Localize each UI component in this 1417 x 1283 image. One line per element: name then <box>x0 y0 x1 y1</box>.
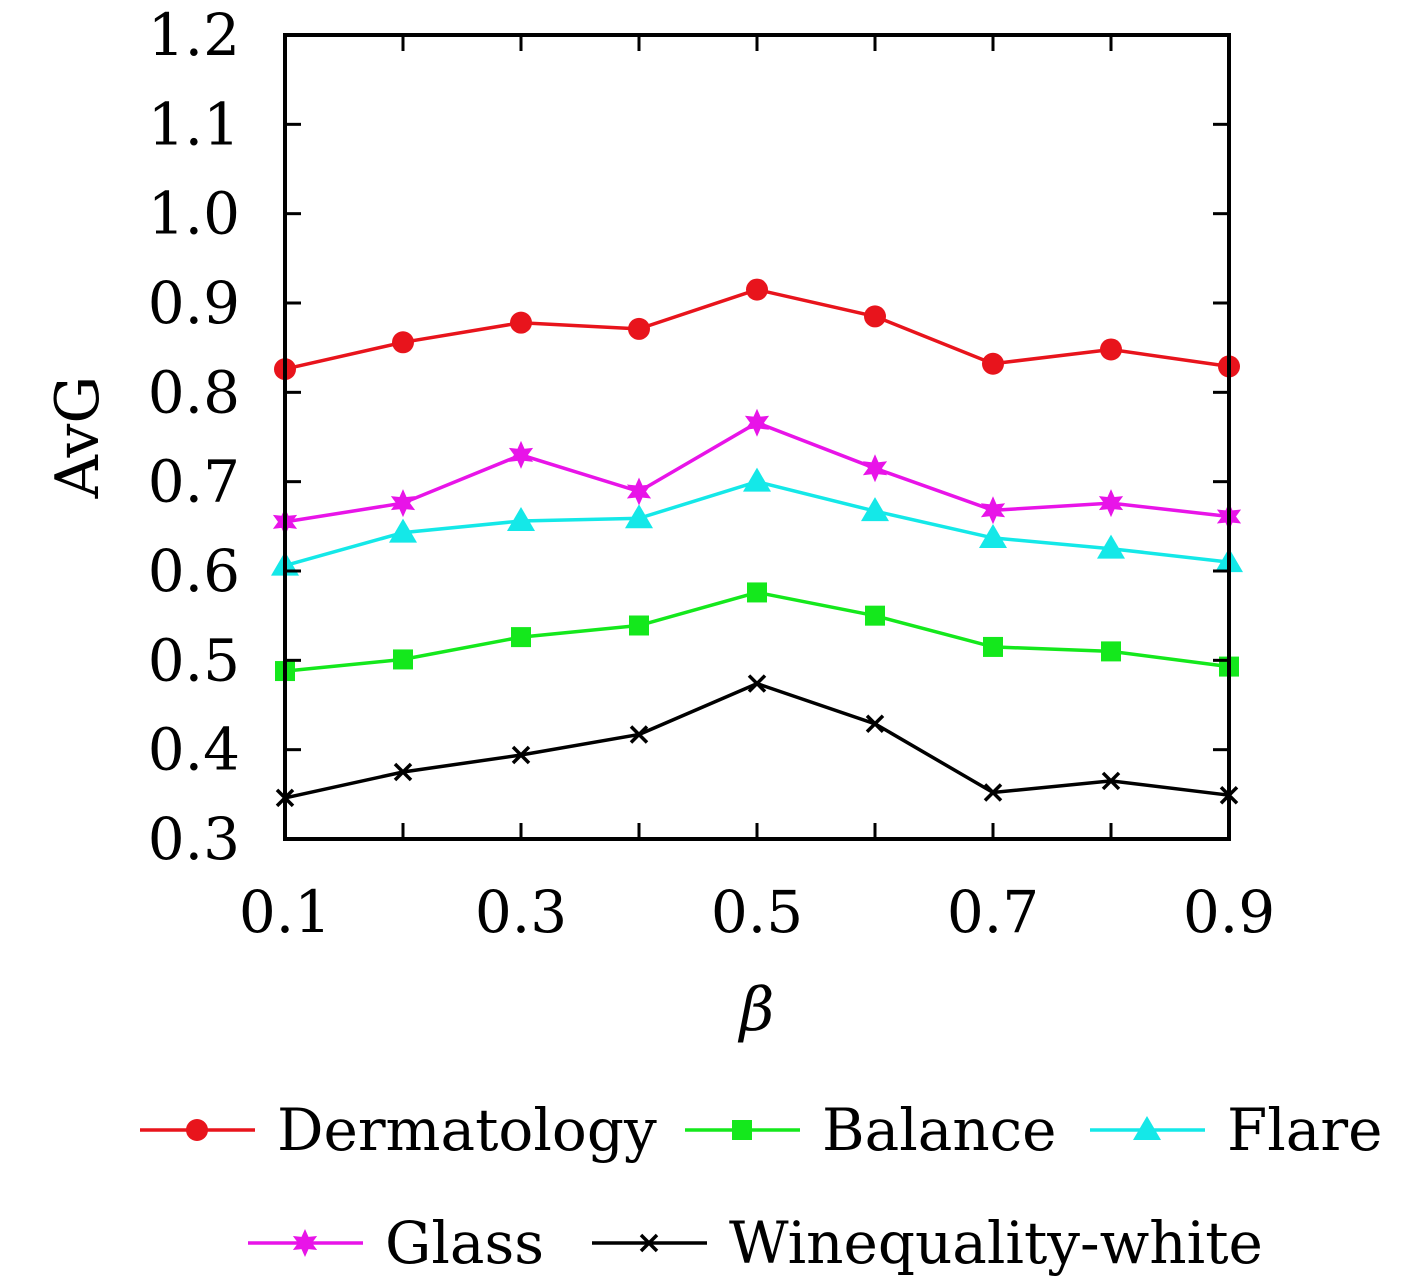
legend-swatch-marker <box>732 1120 752 1140</box>
legend-swatch-marker <box>292 1229 318 1257</box>
data-point <box>979 523 1007 548</box>
x-tick-label: 0.5 <box>711 878 803 946</box>
legend-swatch-marker <box>1133 1116 1161 1140</box>
data-point <box>865 605 885 626</box>
data-point <box>393 762 413 782</box>
series-flare <box>271 467 1243 576</box>
data-point <box>511 745 531 765</box>
data-point <box>390 489 416 518</box>
data-point <box>861 497 889 522</box>
legend-item: Glass <box>248 1209 544 1277</box>
data-point <box>747 674 767 693</box>
data-point <box>625 504 653 529</box>
series-line <box>284 681 1230 800</box>
y-tick-label: 1.2 <box>148 1 240 69</box>
tick-labels: 0.1 0.3 0.5 0.7 0.90.30.40.50.60.70.80.91.01… <box>148 1 1275 946</box>
data-point <box>982 352 1004 375</box>
data-point <box>980 496 1006 525</box>
data-point <box>511 627 531 648</box>
legend-item: Balance <box>685 1096 1057 1164</box>
data-point <box>389 518 417 543</box>
data-point <box>507 506 535 531</box>
y-tick-label: 1.1 <box>148 90 240 158</box>
data-point <box>1097 534 1125 559</box>
y-tick-label: 0.5 <box>148 626 240 694</box>
series-winequality-white <box>275 674 1239 808</box>
series-glass <box>272 408 1242 536</box>
x-axis-title: β <box>738 975 775 1045</box>
legend-label: Flare <box>1227 1096 1382 1164</box>
data-point <box>865 714 885 733</box>
data-point <box>393 649 413 670</box>
legend-item: Winequality-white <box>592 1209 1263 1277</box>
data-point <box>1100 338 1122 361</box>
data-point <box>862 454 888 483</box>
data-point <box>983 783 1003 802</box>
data-point <box>747 582 767 603</box>
series-line <box>284 287 1230 371</box>
data-point <box>510 311 532 334</box>
axis-ticks <box>283 33 1231 841</box>
data-point <box>508 440 534 469</box>
data-point <box>743 467 771 492</box>
data-point <box>744 408 770 437</box>
legend-label: Glass <box>385 1209 544 1277</box>
plot-frame <box>283 33 1231 841</box>
series-line <box>284 590 1230 673</box>
legend-label: Winequality-white <box>729 1209 1263 1277</box>
data-point <box>1101 641 1121 662</box>
legend-swatch-marker <box>186 1119 208 1141</box>
data-point <box>983 636 1003 657</box>
data-point <box>626 477 652 506</box>
x-tick-label: 0.3 <box>475 878 567 946</box>
y-tick-label: 0.7 <box>148 448 240 516</box>
data-point <box>629 615 649 636</box>
x-tick-label: 0.9 <box>1183 878 1275 946</box>
data-point <box>1098 489 1124 518</box>
data-point <box>629 725 649 744</box>
data-point <box>628 317 650 340</box>
data-point <box>392 331 414 354</box>
plot-marks <box>271 278 1243 808</box>
legend-item: Dermatology <box>140 1096 657 1164</box>
x-tick-label: 0.1 <box>239 878 331 946</box>
y-tick-label: 0.4 <box>148 716 240 784</box>
y-axis-title: AvG <box>43 376 113 500</box>
legend-label: Dermatology <box>277 1096 657 1164</box>
data-point <box>746 278 768 301</box>
data-point <box>864 305 886 328</box>
legend-swatch-marker <box>639 1233 659 1253</box>
y-tick-label: 0.8 <box>148 358 240 426</box>
legend-item: Flare <box>1090 1096 1382 1164</box>
series-dermatology <box>274 278 1240 381</box>
y-tick-label: 1.0 <box>148 180 240 248</box>
data-point <box>1101 771 1121 791</box>
legend-label: Balance <box>822 1096 1057 1164</box>
y-tick-label: 0.9 <box>148 269 240 337</box>
legend: Dermatology Balance Flare Glass Winequality-… <box>140 1096 1382 1277</box>
y-tick-label: 0.3 <box>148 805 240 873</box>
series-balance <box>275 582 1239 682</box>
y-tick-label: 0.6 <box>148 537 240 605</box>
x-tick-label: 0.7 <box>947 878 1039 946</box>
